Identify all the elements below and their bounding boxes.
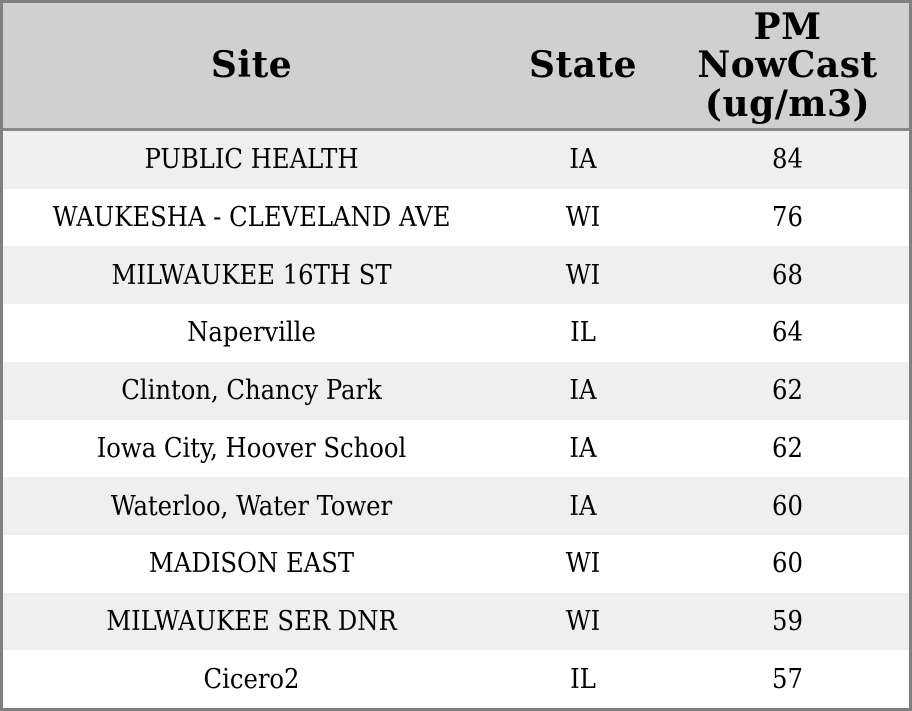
state-cell: WI <box>565 605 601 637</box>
site-cell: Cicero2 <box>203 663 300 695</box>
state-cell: IA <box>569 432 597 464</box>
state-cell: WI <box>565 259 601 291</box>
site-cell: MADISON EAST <box>148 548 355 580</box>
pm-nowcast-cell: 68 <box>772 259 803 291</box>
pm-nowcast-cell: 84 <box>772 144 803 176</box>
site-cell: Naperville <box>187 317 316 349</box>
state-cell: IA <box>569 144 597 176</box>
site-cell: WAUKESHA - CLEVELAND AVE <box>52 202 451 234</box>
table-row: Waterloo, Water Tower IA 60 <box>3 477 909 535</box>
pm-nowcast-cell: 60 <box>772 490 803 522</box>
table-row: MILWAUKEE SER DNR WI 59 <box>3 592 909 651</box>
pm-header-line-2: NowCast <box>697 44 878 87</box>
site-cell: PUBLIC HEALTH <box>144 144 359 176</box>
site-cell: Clinton, Chancy Park <box>121 375 382 407</box>
table-row: WAUKESHA - CLEVELAND AVE WI 76 <box>3 188 909 247</box>
state-cell: WI <box>565 548 601 580</box>
table-body: PUBLIC HEALTH IA 84 WAUKESHA - CLEVELAND… <box>3 131 909 709</box>
pm-header-line-3: (ug/m3) <box>704 82 871 125</box>
pm-nowcast-cell: 76 <box>772 202 803 234</box>
pm-nowcast-cell: 64 <box>772 317 803 349</box>
table-row: Iowa City, Hoover School IA 62 <box>3 419 909 478</box>
pm-nowcast-cell: 59 <box>772 605 803 637</box>
column-header-state: State <box>529 44 637 87</box>
column-header-site: Site <box>210 44 293 87</box>
pm-nowcast-cell: 60 <box>772 548 803 580</box>
state-cell: IL <box>570 317 596 349</box>
site-cell: Waterloo, Water Tower <box>110 490 393 522</box>
table-row: PUBLIC HEALTH IA 84 <box>3 131 909 189</box>
site-cell: Iowa City, Hoover School <box>96 432 407 464</box>
table-row: MADISON EAST WI 60 <box>3 534 909 593</box>
site-cell: MILWAUKEE 16TH ST <box>111 259 392 291</box>
pm-header-line-1: PM <box>753 6 822 49</box>
state-cell: WI <box>565 202 601 234</box>
table-row: Cicero2 IL 57 <box>3 650 909 709</box>
table-row: MILWAUKEE 16TH ST WI 68 <box>3 246 909 305</box>
table-row: Naperville IL 64 <box>3 304 909 362</box>
pm-nowcast-cell: 62 <box>772 375 803 407</box>
pm-nowcast-cell: 57 <box>772 663 803 695</box>
state-cell: IA <box>569 490 597 522</box>
state-cell: IL <box>570 663 596 695</box>
state-cell: IA <box>569 375 597 407</box>
site-cell: MILWAUKEE SER DNR <box>106 605 397 637</box>
table-row: Clinton, Chancy Park IA 62 <box>3 361 909 420</box>
table-header-row: Site State PM NowCast (ug/m3) <box>3 3 909 131</box>
pm-nowcast-cell: 62 <box>772 432 803 464</box>
column-header-pm-nowcast: PM NowCast (ug/m3) <box>666 6 909 125</box>
